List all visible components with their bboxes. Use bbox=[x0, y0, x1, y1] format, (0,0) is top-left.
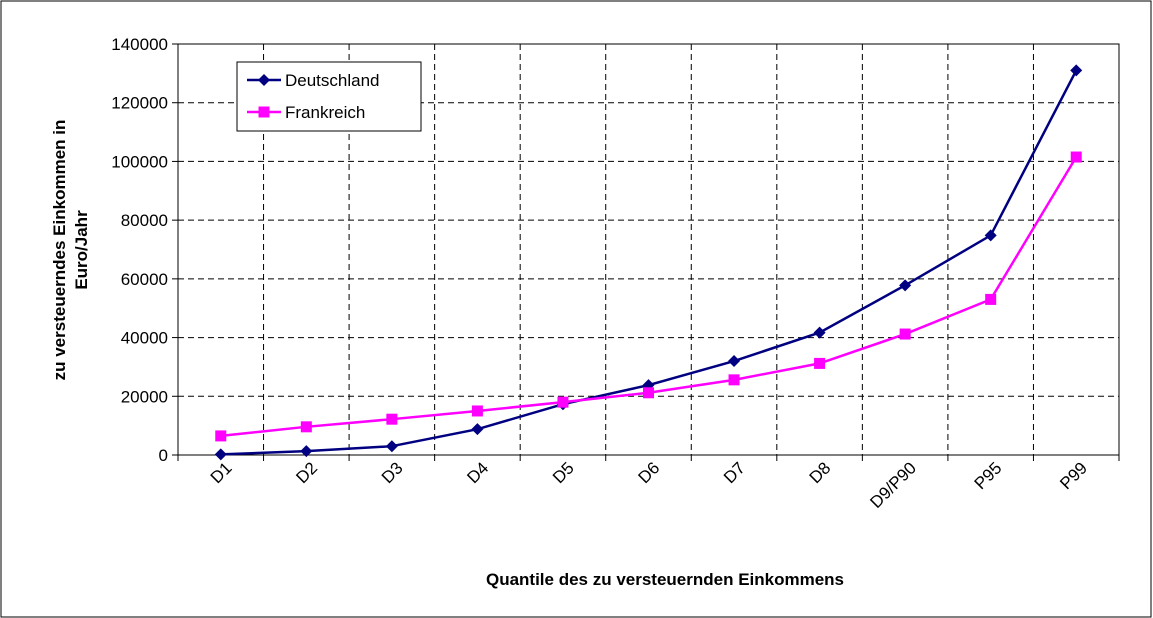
y-tick-label: 80000 bbox=[121, 211, 168, 230]
marker bbox=[1070, 64, 1083, 77]
legend: Deutschland Frankreich bbox=[236, 61, 422, 132]
marker bbox=[985, 293, 997, 305]
y-tick-label: 0 bbox=[159, 446, 168, 465]
x-tick-label: D4 bbox=[463, 458, 492, 487]
x-tick-label: D8 bbox=[806, 458, 835, 487]
x-tick-label: D6 bbox=[635, 458, 664, 487]
marker bbox=[814, 357, 826, 369]
marker bbox=[728, 355, 741, 368]
y-axis-label: zu versteuerndes Einkommen in Euro/Jahr bbox=[50, 120, 91, 381]
x-tick-label: D3 bbox=[378, 458, 407, 487]
marker bbox=[258, 74, 270, 86]
y-axis-label-line: zu versteuerndes Einkommen in bbox=[50, 120, 69, 381]
y-axis-label-line: Euro/Jahr bbox=[72, 210, 91, 290]
plot-area bbox=[177, 43, 1120, 456]
marker bbox=[643, 387, 654, 399]
marker bbox=[728, 374, 740, 386]
x-tick-label: D2 bbox=[292, 458, 321, 487]
marker bbox=[258, 106, 270, 118]
x-tick-label: D5 bbox=[549, 458, 578, 487]
marker bbox=[215, 430, 227, 442]
marker bbox=[300, 445, 313, 458]
y-tick-label: 40000 bbox=[121, 329, 168, 348]
x-tick-label: P95 bbox=[971, 458, 1006, 493]
y-tick-label: 140000 bbox=[111, 35, 168, 54]
marker bbox=[557, 396, 569, 408]
marker bbox=[214, 448, 227, 461]
marker bbox=[899, 279, 912, 292]
x-tick-label: D1 bbox=[207, 458, 236, 487]
y-tick-label: 20000 bbox=[121, 387, 168, 406]
legend-label: Frankreich bbox=[285, 103, 365, 122]
marker bbox=[385, 440, 398, 453]
marker bbox=[1070, 151, 1082, 163]
y-tick-label: 60000 bbox=[121, 270, 168, 289]
legend-label: Deutschland bbox=[285, 71, 380, 90]
marker bbox=[300, 421, 312, 433]
y-tick-label: 100000 bbox=[111, 152, 168, 171]
marker bbox=[471, 405, 483, 417]
marker bbox=[899, 328, 911, 340]
x-tick-label: D9/P90 bbox=[866, 458, 920, 512]
y-tick-label: 120000 bbox=[111, 94, 168, 113]
marker bbox=[984, 229, 997, 242]
x-axis-label: Quantile des zu versteuernden Einkommens bbox=[486, 570, 844, 589]
x-tick-label: D7 bbox=[720, 458, 749, 487]
marker bbox=[471, 423, 484, 436]
marker bbox=[386, 413, 398, 425]
x-tick-label: P99 bbox=[1056, 458, 1091, 493]
marker bbox=[813, 326, 826, 339]
legend-box bbox=[236, 61, 422, 132]
